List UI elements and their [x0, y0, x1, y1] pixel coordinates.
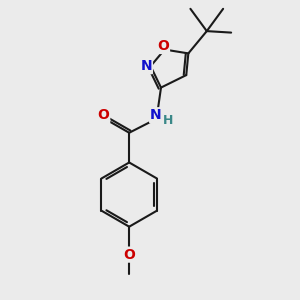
Text: N: N [150, 108, 162, 122]
Text: N: N [140, 59, 152, 73]
Text: H: H [163, 114, 173, 127]
Text: O: O [98, 108, 109, 122]
Text: O: O [157, 39, 169, 53]
Text: O: O [123, 248, 135, 262]
